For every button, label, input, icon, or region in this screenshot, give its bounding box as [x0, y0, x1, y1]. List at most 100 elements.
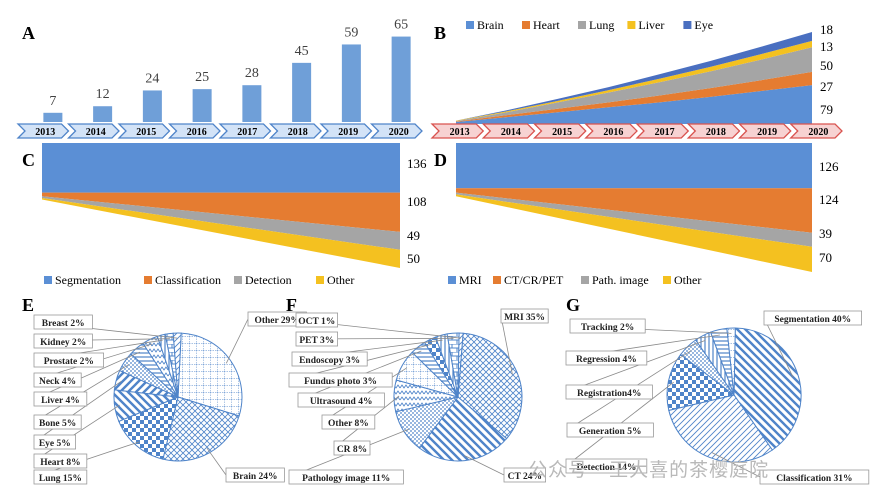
f-pie-slice [418, 396, 508, 462]
area-other [42, 198, 400, 268]
f-slice-label: MRI 35% [504, 313, 545, 323]
legend-label: MRI [459, 273, 482, 287]
e-callout-leader [225, 318, 249, 364]
bar-value-label: 59 [344, 25, 358, 40]
panel-f-pie-chart: F MRI 35% CT 24% Pathology image 11% CR 8% O… [286, 295, 549, 485]
panel-g-pie-chart: G Segmentation 40% Classification 31% Dete… [565, 295, 870, 485]
g-callout-box [763, 310, 862, 326]
e-callout-box [225, 467, 285, 483]
bar-value-label: 25 [195, 70, 209, 85]
e-callout-box [33, 333, 93, 349]
b-year-label: 2016 [603, 127, 623, 138]
g-slice-label: Registration4% [577, 389, 641, 399]
f-callout-box [500, 308, 549, 324]
g-callout-leader [763, 317, 794, 378]
panel-label-c: C [22, 150, 35, 170]
a-year-label: 2014 [86, 127, 106, 138]
e-slice-label: Bone 5% [39, 419, 76, 429]
a-timeline-chevron [218, 123, 272, 139]
area-path-image [456, 192, 812, 247]
a-timeline-chevron [319, 123, 373, 139]
e-slice-label: Brain 24% [233, 472, 278, 482]
g-callout-box [565, 350, 648, 366]
end-value-label: 49 [407, 228, 420, 243]
panel-label-f: F [286, 295, 297, 315]
e-callout-leader [33, 404, 120, 462]
a-timeline-chevron [268, 123, 322, 139]
a-year-label: 2019 [338, 127, 358, 138]
panel-label-b: B [434, 23, 446, 43]
bar-value-label: 28 [245, 66, 259, 81]
legend-label: Detection [245, 273, 292, 287]
legend-swatch [581, 276, 589, 284]
area-ct-cr-pet [456, 188, 812, 233]
legend-label: Classification [155, 273, 221, 287]
e-slice-label: Other 29% [254, 316, 299, 326]
bar [43, 112, 63, 122]
b-year-label: 2014 [501, 127, 521, 138]
a-year-label: 2016 [187, 127, 207, 138]
end-value-label: 108 [407, 194, 427, 209]
b-year-label: 2020 [808, 127, 828, 138]
end-value-label: 50 [407, 251, 420, 266]
panel-a-bar-chart: A 7 12 24 25 28 45 59 65 2013 2014 2015 2016 2017 20… [16, 18, 423, 139]
watermark-text: 公众号 · 王大喜的茶樱庭院 [528, 459, 770, 481]
e-callout-box [33, 372, 82, 388]
legend-swatch [144, 276, 152, 284]
f-slice-label: OCT 1% [298, 317, 335, 327]
b-legend-swatch [683, 21, 692, 29]
g-callout-box [565, 458, 648, 474]
panel-d-area-chart: D 126 124 39 70 MRI CT/CR/PET Path. image Othe… [434, 143, 839, 287]
bar-value-label: 12 [96, 87, 110, 102]
f-slice-label: Ultrasound 4% [310, 397, 373, 407]
bar [391, 36, 411, 123]
b-timeline-chevron [584, 123, 638, 139]
legend-swatch [316, 276, 324, 284]
bar [192, 89, 212, 122]
f-callout-leader [464, 455, 505, 476]
b-end-value-label: 79 [820, 102, 833, 117]
b-legend-swatch [522, 21, 530, 29]
b-legend-label: Heart [533, 18, 560, 32]
a-timeline-chevron [369, 123, 423, 139]
f-pie-slice [457, 332, 464, 398]
e-callout-leader [33, 380, 122, 443]
f-slice-label: Pathology image 11% [302, 474, 390, 484]
panel-label-e: E [22, 295, 34, 315]
g-callout-box [566, 422, 654, 438]
a-year-label: 2015 [136, 127, 156, 138]
e-slice-label: Heart 8% [40, 458, 80, 468]
bar-value-label: 45 [295, 44, 309, 59]
a-year-label: 2020 [389, 127, 409, 138]
e-slice-label: Breast 2% [42, 319, 85, 329]
a-year-label: 2013 [35, 127, 55, 138]
b-year-label: 2013 [450, 127, 470, 138]
bar [341, 44, 361, 123]
e-callout-leader [33, 351, 141, 400]
bar [142, 90, 162, 122]
a-year-label: 2018 [288, 127, 308, 138]
a-year-label: 2017 [237, 127, 257, 138]
b-legend-swatch [627, 21, 636, 29]
end-value-label: 70 [819, 250, 832, 265]
f-slice-label: CR 8% [337, 445, 367, 455]
f-callout-box [295, 312, 338, 328]
e-callout-box [33, 469, 88, 485]
legend-swatch [44, 276, 52, 284]
a-timeline-chevron [66, 123, 120, 139]
b-timeline-chevron [635, 123, 690, 139]
area-detection [42, 196, 400, 250]
area-other [456, 194, 812, 272]
g-pie-slice [666, 353, 736, 412]
area-segmentation [42, 143, 400, 193]
panel-c-area-chart: C 136 108 49 50 Segmentation Classification D… [22, 143, 427, 287]
legend-swatch [493, 276, 501, 284]
b-end-value-label: 13 [820, 39, 833, 54]
g-slice-label: Classification 31% [776, 474, 852, 484]
b-legend-label: Eye [694, 18, 713, 32]
panel-label-d: D [434, 150, 447, 170]
b-timeline-chevron [737, 123, 792, 139]
f-slice-label: PET 3% [299, 336, 334, 346]
bar [93, 106, 113, 122]
end-value-label: 126 [819, 159, 839, 174]
